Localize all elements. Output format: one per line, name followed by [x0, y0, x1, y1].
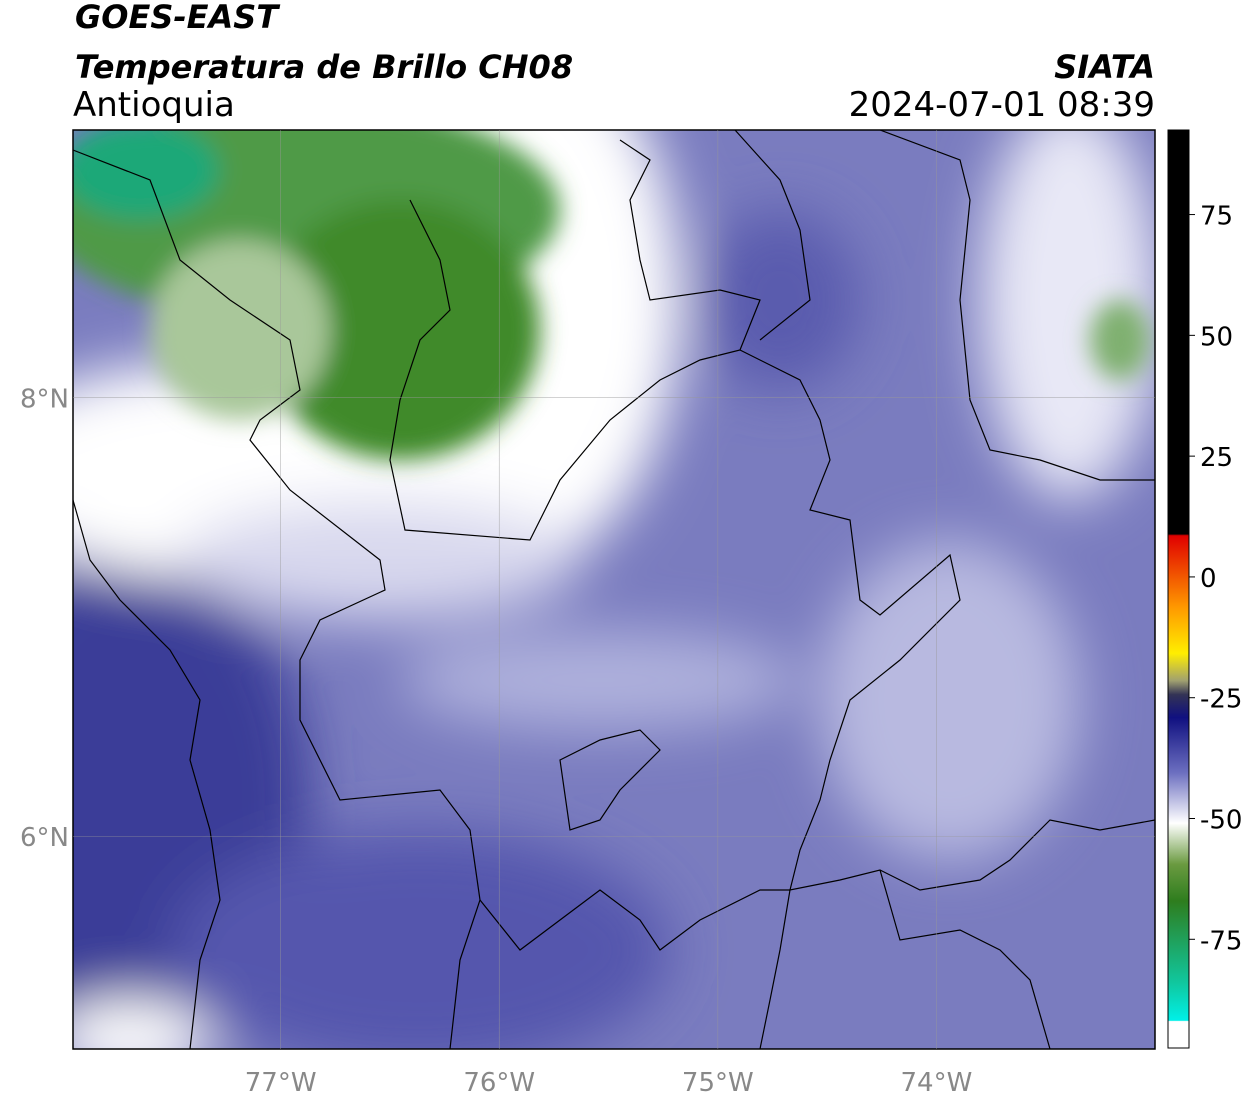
colorbar-tick-label: -50	[1200, 806, 1242, 836]
subtitle: Temperatura de Brillo CH08	[75, 48, 573, 86]
title: GOES-EAST	[75, 0, 280, 36]
datetime: 2024-07-01 08:39	[849, 85, 1155, 125]
colorbar-tick-label: 50	[1200, 322, 1233, 352]
colorbar	[1167, 129, 1190, 1049]
x-tick-label: 75°W	[682, 1068, 754, 1098]
map-frame	[72, 129, 1156, 1050]
colorbar-tick-label: 75	[1200, 202, 1233, 232]
y-tick-label: 6°N	[20, 823, 69, 853]
colorbar-tick-label: 0	[1200, 564, 1217, 594]
x-tick-label: 74°W	[901, 1068, 973, 1098]
satellite-image	[73, 130, 1155, 1049]
x-tick-label: 77°W	[245, 1068, 317, 1098]
region: Antioquia	[73, 85, 235, 125]
colorbar-tick-label: -75	[1200, 926, 1242, 956]
colorbar-tick-label: 25	[1200, 443, 1233, 473]
y-tick-label: 8°N	[20, 385, 69, 415]
colorbar-tick-label: -25	[1200, 685, 1242, 715]
source: SIATA	[1054, 48, 1155, 86]
x-tick-label: 76°W	[463, 1068, 535, 1098]
